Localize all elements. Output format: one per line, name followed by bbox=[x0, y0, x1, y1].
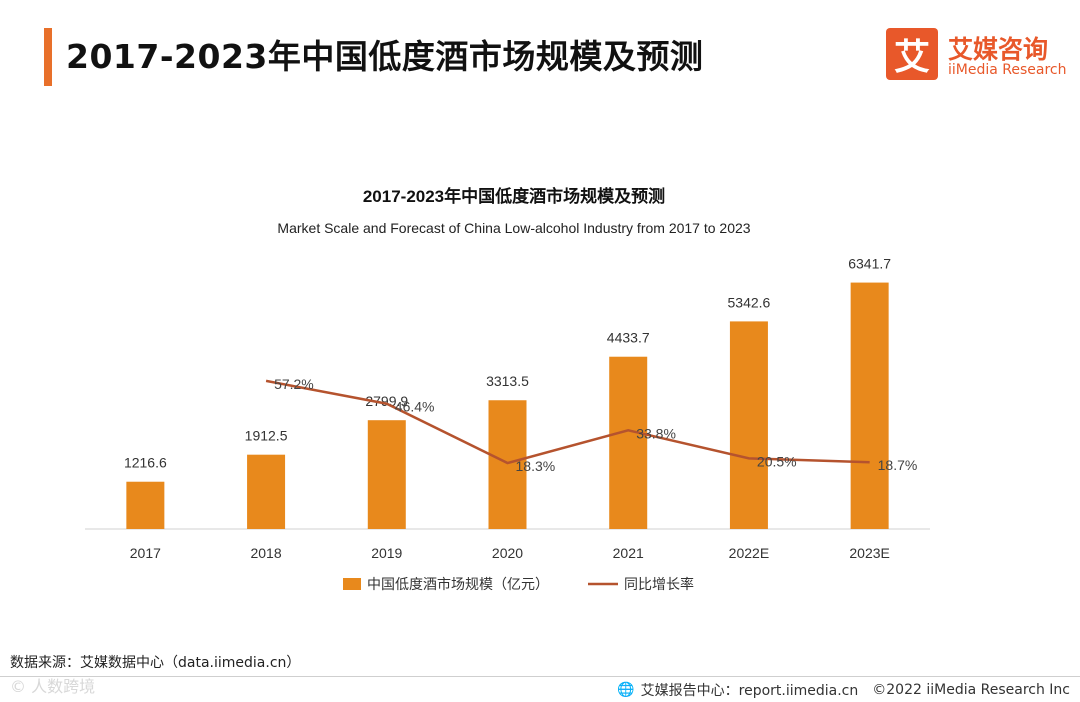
bar-2020 bbox=[488, 400, 527, 529]
x-tick-label-2019: 2019 bbox=[371, 545, 402, 561]
footer-copyright: ©2022 iiMedia Research Inc bbox=[872, 682, 1070, 698]
footer-report-link[interactable]: 艾媒报告中心：report.iimedia.cn bbox=[640, 683, 859, 699]
bar-label-2017: 1216.6 bbox=[124, 455, 167, 471]
legend-bar-label: 中国低度酒市场规模（亿元） bbox=[367, 576, 549, 592]
bar-2022E bbox=[729, 321, 768, 529]
bar-2023E bbox=[850, 282, 889, 529]
bar-label-2021: 4433.7 bbox=[607, 330, 650, 346]
footer: 🌐 艾媒报告中心：report.iimedia.cn ©2022 iiMedia… bbox=[617, 680, 1070, 700]
x-tick-label-2017: 2017 bbox=[130, 545, 161, 561]
brand-logo: 艾 艾媒咨询 iiMedia Research bbox=[886, 28, 1067, 84]
x-tick-label-2023E: 2023E bbox=[849, 545, 889, 561]
logo-mark-icon: 艾 bbox=[886, 28, 938, 80]
legend-line-label: 同比增长率 bbox=[624, 576, 694, 592]
bar-label-2019: 2799.9 bbox=[365, 393, 408, 409]
globe-icon: 🌐 bbox=[617, 682, 635, 698]
x-tick-label-2022E: 2022E bbox=[729, 545, 769, 561]
x-tick-label-2021: 2021 bbox=[613, 545, 644, 561]
bar-2018 bbox=[247, 454, 286, 529]
growth-label-2023E: 18.7% bbox=[878, 457, 918, 473]
watermark: © 人数跨境 bbox=[10, 677, 96, 696]
footer-divider bbox=[0, 676, 1080, 677]
bar-label-2020: 3313.5 bbox=[486, 373, 529, 389]
chart-title: 2017-2023年中国低度酒市场规模及预测 bbox=[363, 186, 665, 206]
bar-label-2022E: 5342.6 bbox=[728, 294, 771, 310]
bar-label-2018: 1912.5 bbox=[245, 428, 288, 444]
bar-label-2023E: 6341.7 bbox=[848, 256, 891, 272]
bar-2017 bbox=[126, 481, 165, 529]
legend-bar-swatch bbox=[343, 578, 361, 590]
bar-2021 bbox=[609, 356, 648, 529]
page-title: 2017-2023年中国低度酒市场规模及预测 bbox=[66, 37, 704, 76]
chart-subtitle: Market Scale and Forecast of China Low-a… bbox=[277, 220, 750, 236]
market-scale-chart: 2017-2023年中国低度酒市场规模及预测 Market Scale and F… bbox=[85, 186, 930, 592]
logo-name-cn: 艾媒咨询 bbox=[948, 35, 1049, 64]
growth-label-2018: 57.2% bbox=[274, 376, 314, 392]
title-accent-bar bbox=[44, 28, 52, 86]
growth-label-2019: 46.4% bbox=[395, 399, 435, 415]
logo-name-en: iiMedia Research bbox=[948, 62, 1067, 78]
x-tick-label-2018: 2018 bbox=[250, 545, 281, 561]
growth-label-2022E: 20.5% bbox=[757, 453, 797, 469]
x-tick-label-2020: 2020 bbox=[492, 545, 523, 561]
growth-label-2020: 18.3% bbox=[516, 458, 556, 474]
bar-2019 bbox=[367, 420, 406, 529]
data-source: 数据来源：艾媒数据中心（data.iimedia.cn） bbox=[10, 655, 301, 671]
growth-label-2021: 33.8% bbox=[636, 425, 676, 441]
growth-rate-line bbox=[265, 379, 870, 465]
